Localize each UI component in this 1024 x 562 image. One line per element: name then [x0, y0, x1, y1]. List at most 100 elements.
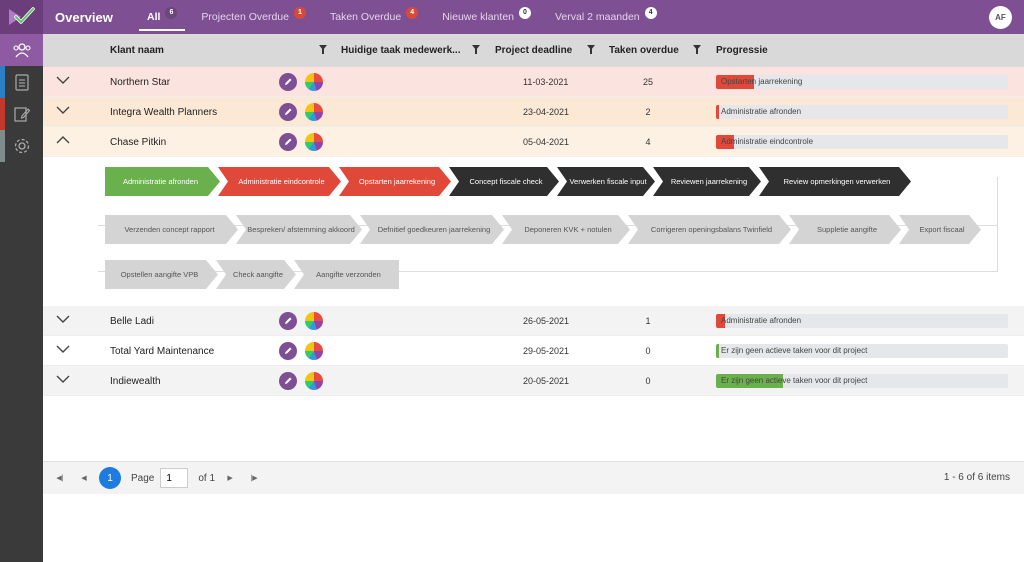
- tab-verval-2-maanden[interactable]: Verval 2 maanden 4: [543, 0, 669, 34]
- first-page-button[interactable]: ◀|: [56, 475, 64, 482]
- chevron-down-icon[interactable]: [56, 315, 70, 325]
- progress-fill: [716, 374, 784, 388]
- col-header-overdue[interactable]: Taken overdue: [609, 45, 679, 56]
- task-step[interactable]: Bespreken/ afstemming akkoord: [236, 215, 362, 244]
- edit-button[interactable]: [279, 312, 297, 330]
- table-row[interactable]: Northern Star 11-03-2021 25 Opstarten jaarr…: [43, 67, 1024, 97]
- edit-button[interactable]: [279, 342, 297, 360]
- task-step[interactable]: Corrigeren openingsbalans Twinfield: [628, 215, 791, 244]
- task-step[interactable]: Aangifte verzonden: [294, 260, 399, 289]
- tab-label: Projecten Overdue: [201, 11, 289, 23]
- chevron-down-icon[interactable]: [56, 375, 70, 385]
- edit-button[interactable]: [279, 133, 297, 151]
- task-step[interactable]: Review opmerkingen verwerken: [759, 167, 911, 196]
- client-name[interactable]: Chase Pitkin: [110, 137, 167, 148]
- tab-projecten-overdue[interactable]: Projecten Overdue 1: [189, 0, 318, 34]
- task-flow-panel: Administratie afronden Administratie eind…: [43, 157, 1024, 306]
- nav-stripe: [0, 130, 5, 162]
- edit-button[interactable]: [279, 73, 297, 91]
- col-header-current-task[interactable]: Huidige taak medewerk...: [341, 45, 461, 56]
- client-name[interactable]: Belle Ladi: [110, 316, 154, 327]
- user-avatar[interactable]: AF: [989, 6, 1012, 29]
- page-title: Overview: [55, 9, 113, 25]
- filter-icon[interactable]: [472, 45, 480, 54]
- filter-icon[interactable]: [587, 45, 595, 54]
- tab-label: All: [147, 11, 161, 23]
- tab-nieuwe-klanten[interactable]: Nieuwe klanten 0: [430, 0, 543, 34]
- client-name[interactable]: Northern Star: [110, 77, 171, 88]
- chart-pie-icon[interactable]: [305, 312, 323, 330]
- current-page-button[interactable]: 1: [99, 467, 121, 489]
- chart-pie-icon[interactable]: [305, 133, 323, 151]
- chevron-down-icon[interactable]: [56, 106, 70, 116]
- edit-button[interactable]: [279, 372, 297, 390]
- edit-button[interactable]: [279, 103, 297, 121]
- table-row[interactable]: Indiewealth 20-05-2021 0 Er zijn geen actie…: [43, 366, 1024, 396]
- col-header-client[interactable]: Klant naam: [110, 45, 164, 56]
- filter-icon[interactable]: [693, 45, 701, 54]
- table-body: Northern Star 11-03-2021 25 Opstarten jaarr…: [43, 67, 1024, 396]
- col-header-deadline[interactable]: Project deadline: [495, 45, 573, 56]
- chart-pie-icon[interactable]: [305, 372, 323, 390]
- app-logo[interactable]: [0, 0, 43, 34]
- nav-notes[interactable]: [0, 98, 43, 130]
- client-name[interactable]: Integra Wealth Planners: [110, 107, 218, 118]
- task-step[interactable]: Opstarten jaarrekening: [339, 167, 451, 196]
- nav-tasks[interactable]: [0, 66, 43, 98]
- task-step[interactable]: Opstellen aangifte VPB: [105, 260, 218, 289]
- filter-icon[interactable]: [319, 45, 327, 54]
- chart-pie-icon[interactable]: [305, 342, 323, 360]
- table-row[interactable]: Belle Ladi 26-05-2021 1 Administratie afron…: [43, 306, 1024, 336]
- last-page-button[interactable]: |▶: [250, 475, 258, 482]
- tab-all[interactable]: All 6: [135, 0, 189, 34]
- task-step[interactable]: Defnitief goedkeuren jaarrekening: [360, 215, 504, 244]
- tasks-overdue-count: 4: [645, 137, 651, 147]
- task-step[interactable]: Administratie eindcontrole: [218, 167, 341, 196]
- col-header-progress[interactable]: Progressie: [716, 45, 768, 56]
- project-deadline: 23-04-2021: [523, 107, 570, 117]
- tasks-overdue-count: 25: [642, 77, 653, 87]
- chevron-down-icon[interactable]: [56, 345, 70, 355]
- project-deadline: 26-05-2021: [523, 316, 570, 326]
- tab-badge: 6: [165, 7, 178, 19]
- table-row[interactable]: Total Yard Maintenance 29-05-2021 0 Er zijn…: [43, 336, 1024, 366]
- progress-bar: Er zijn geen actieve taken voor dit proj…: [716, 344, 1008, 358]
- task-step[interactable]: Verwerken fiscale input: [557, 167, 655, 196]
- gear-icon: [14, 138, 29, 154]
- task-flow-connector: [98, 177, 998, 229]
- client-name[interactable]: Total Yard Maintenance: [110, 346, 215, 357]
- task-step[interactable]: Export fiscaal: [899, 215, 981, 244]
- tasks-overdue-count: 1: [645, 316, 651, 326]
- nav-stripe: [0, 98, 5, 130]
- task-step[interactable]: Check aangifte: [216, 260, 296, 289]
- chart-pie-icon[interactable]: [305, 103, 323, 121]
- chevron-up-icon[interactable]: [56, 136, 70, 146]
- project-deadline: 05-04-2021: [523, 137, 570, 147]
- progress-fill: [716, 105, 719, 119]
- task-step[interactable]: Concept fiscale check: [449, 167, 559, 196]
- pencil-icon: [285, 108, 292, 115]
- page-input[interactable]: [160, 468, 189, 488]
- pencil-icon: [285, 347, 292, 354]
- task-step[interactable]: Reviewen jaarrekening: [653, 167, 761, 196]
- task-step[interactable]: Administratie afronden: [105, 167, 220, 196]
- progress-bar: Administratie afronden: [716, 314, 1008, 328]
- table-row[interactable]: Chase Pitkin 05-04-2021 4 Administratie ein…: [43, 127, 1024, 157]
- chevron-down-icon[interactable]: [56, 76, 70, 86]
- table-row[interactable]: Integra Wealth Planners 23-04-2021 2 Admini…: [43, 97, 1024, 127]
- tab-badge: 4: [406, 7, 419, 19]
- progress-label: Er zijn geen actieve taken voor dit proj…: [721, 376, 868, 385]
- next-page-button[interactable]: ▶: [227, 475, 233, 482]
- pager: ◀| ◀ 1 Page of 1 ▶ |▶ 1 - 6 of 6 items: [43, 461, 1024, 494]
- task-step[interactable]: Suppletie aangifte: [789, 215, 901, 244]
- task-step[interactable]: Verzenden concept rapport: [105, 215, 238, 244]
- tab-taken-overdue[interactable]: Taken Overdue 4: [318, 0, 430, 34]
- prev-page-button[interactable]: ◀: [81, 475, 87, 482]
- progress-fill: [716, 344, 719, 358]
- client-name[interactable]: Indiewealth: [110, 376, 161, 387]
- progress-label: Administratie afronden: [721, 107, 802, 116]
- nav-clients[interactable]: [0, 34, 43, 66]
- nav-settings[interactable]: [0, 130, 43, 162]
- chart-pie-icon[interactable]: [305, 73, 323, 91]
- task-step[interactable]: Deponeren KVK + notulen: [502, 215, 630, 244]
